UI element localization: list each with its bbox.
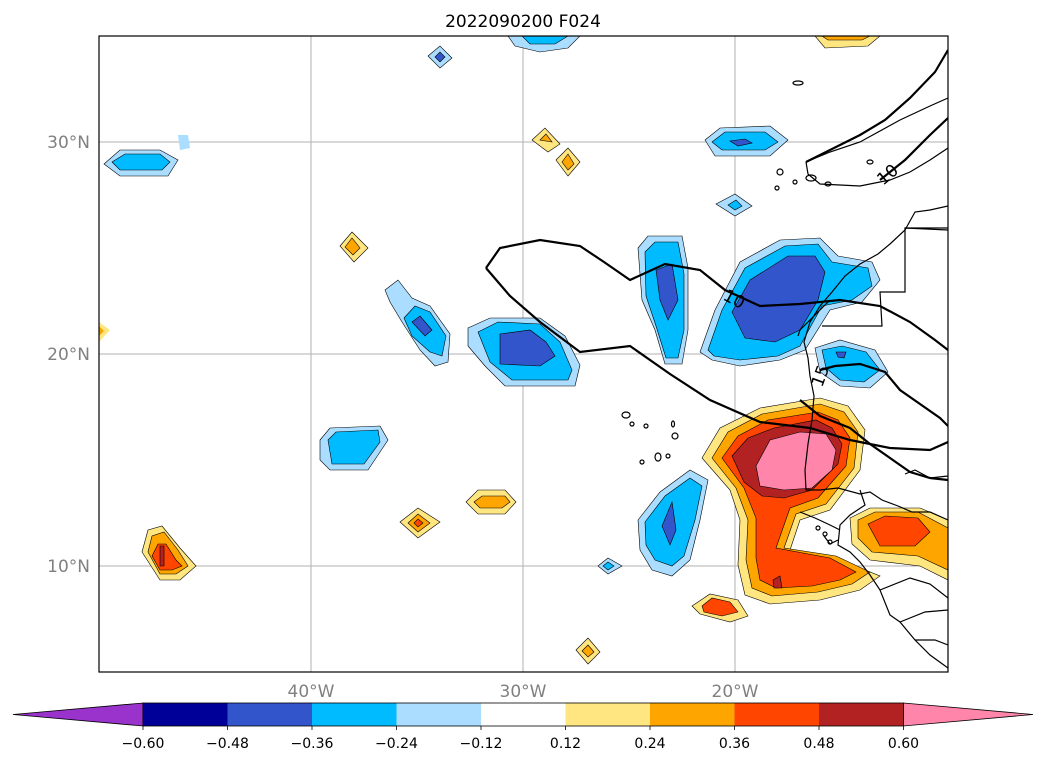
longitude-labels: 40°W 30°W 20°W <box>288 682 759 702</box>
lon-label-20w: 20°W <box>712 682 759 702</box>
colorbar-tick-label: −0.12 <box>460 736 503 752</box>
contour-10-northeast <box>879 117 948 181</box>
colorbar-tick-label: 0.60 <box>888 736 919 752</box>
colorbar-bin <box>565 703 651 726</box>
colorbar-bin <box>819 703 904 726</box>
colorbar-bin <box>312 703 397 726</box>
colorbar-tick-label: −0.48 <box>206 736 249 752</box>
colorbar: −0.60 −0.48 −0.36 −0.24 −0.12 0.12 0.24 0.36 0.4… <box>12 702 1034 752</box>
contour-15 <box>819 362 948 427</box>
lat-label-30n: 30°N <box>47 133 90 153</box>
colorbar-tick-label: 0.12 <box>550 736 581 752</box>
colorbar-bin <box>734 703 820 726</box>
colorbar-bin <box>481 703 566 726</box>
contour-10-main <box>485 238 948 351</box>
contour-lines <box>485 49 948 482</box>
colorbar-extend-low <box>12 702 144 727</box>
colorbar-tick-label: 0.48 <box>803 736 834 752</box>
lat-label-10n: 10°N <box>47 557 90 577</box>
colorbar-tick-label: −0.60 <box>122 736 165 752</box>
colorbar-tick-label: −0.36 <box>291 736 334 752</box>
lon-label-40w: 40°W <box>288 682 335 702</box>
colorbar-bin <box>227 703 313 726</box>
map-area: 10 10 15 <box>99 36 948 672</box>
colorbar-bin <box>396 703 482 726</box>
colorbar-bin <box>143 703 228 726</box>
islands <box>621 80 874 545</box>
map-frame <box>98 35 949 673</box>
colorbar-tick-label: 0.36 <box>719 736 750 752</box>
negative-anomaly-shading <box>103 36 889 577</box>
lon-label-30w: 30°W <box>500 682 547 702</box>
lat-label-20n: 20°N <box>47 345 90 365</box>
colorbar-extend-high <box>903 702 1034 727</box>
contour-10-north <box>805 49 948 163</box>
positive-anomaly-shading <box>99 36 948 665</box>
colorbar-tick-label: 0.24 <box>634 736 665 752</box>
coastlines <box>797 97 948 669</box>
colorbar-outline <box>142 702 904 727</box>
map-title: 2022090200 F024 <box>445 12 601 32</box>
colorbar-tick-label: −0.24 <box>375 736 418 752</box>
colorbar-bin <box>650 703 735 726</box>
latitude-labels: 30°N 20°N 10°N <box>47 133 90 577</box>
